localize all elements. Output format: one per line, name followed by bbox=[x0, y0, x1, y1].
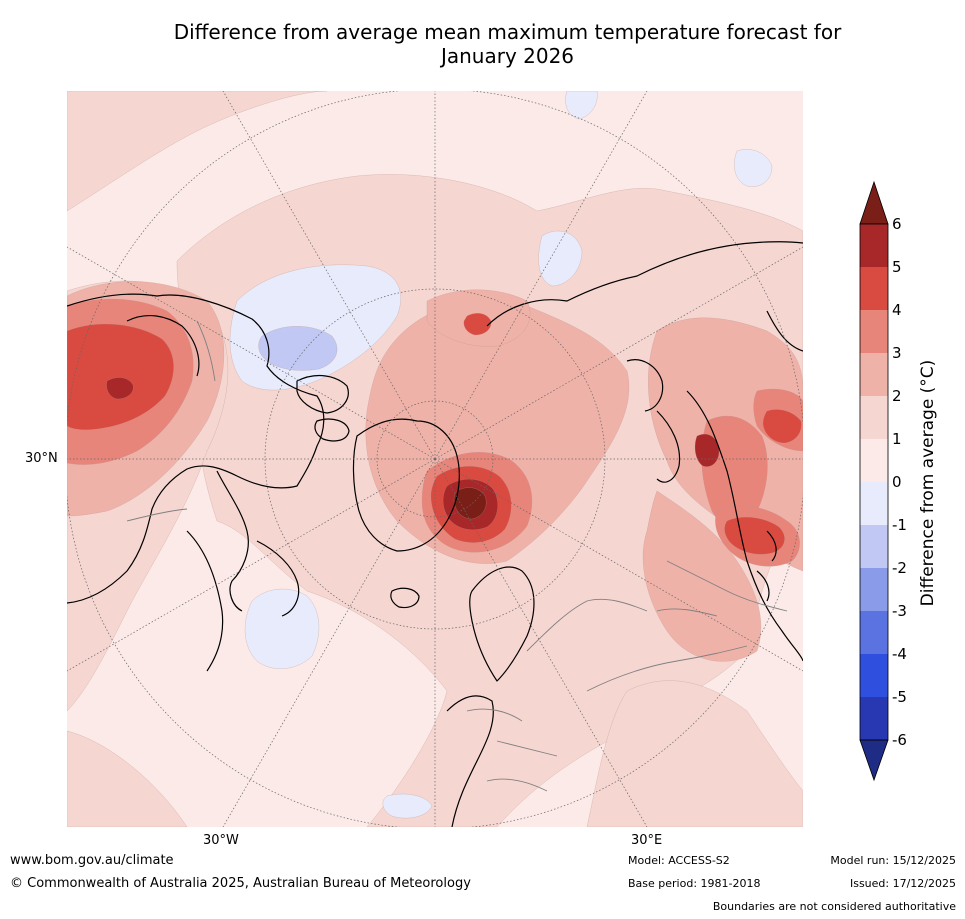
footer-model-run: Model run: 15/12/2025 bbox=[830, 854, 956, 867]
meridian-120w bbox=[67, 246, 436, 460]
border-china bbox=[666, 560, 788, 612]
colorbar-tick-5: 5 bbox=[892, 258, 902, 276]
anomaly-5to6-asia bbox=[694, 433, 720, 467]
colorbar-tick-0: 0 bbox=[892, 473, 902, 491]
anomaly-4to5-siberia bbox=[762, 409, 802, 444]
latitude-circle-60 bbox=[264, 288, 606, 630]
anomaly-0to-1-europe bbox=[382, 793, 433, 819]
siberia-east-coast bbox=[766, 310, 803, 352]
colorbar-tick-minus5: -5 bbox=[892, 688, 907, 706]
eurasia-north-coast bbox=[486, 241, 803, 327]
forecast-map bbox=[67, 91, 803, 827]
arctic-archipelago bbox=[296, 374, 350, 442]
colorbar-bin-0-minus1 bbox=[860, 482, 888, 525]
footer-model: Model: ACCESS-S2 bbox=[628, 854, 730, 867]
asia-east-coast bbox=[686, 390, 803, 662]
colorbar-tick-minus2: -2 bbox=[892, 559, 907, 577]
border-europe bbox=[466, 708, 558, 792]
colorbar-overflow-low bbox=[859, 739, 889, 782]
colorbar-bin-minus3-4 bbox=[860, 611, 888, 654]
country-borders bbox=[126, 320, 788, 792]
anomaly-5to6-pacific bbox=[106, 377, 134, 400]
labrador-coast bbox=[256, 540, 300, 617]
anomaly-contours bbox=[67, 91, 803, 827]
border-russia-south bbox=[586, 645, 748, 692]
colorbar-tick-2: 2 bbox=[892, 387, 902, 405]
border-us-canada bbox=[126, 508, 188, 522]
meridian-30w bbox=[222, 458, 436, 827]
colorbar-tick-minus1: -1 bbox=[892, 516, 907, 534]
colorbar-tick-minus4: -4 bbox=[892, 645, 907, 663]
meridian-30e bbox=[434, 458, 648, 827]
okhotsk-coast bbox=[626, 359, 664, 412]
alaska-coast bbox=[126, 314, 200, 377]
scandinavia-coast bbox=[469, 566, 535, 682]
meridian-150e bbox=[434, 91, 648, 460]
colorbar-bin-3-4 bbox=[860, 310, 888, 353]
anomaly-0to-1-atlantic bbox=[244, 588, 320, 669]
kamchatka-coast bbox=[656, 410, 681, 483]
anomaly-4to5-pacific bbox=[67, 323, 174, 430]
meridian-150w bbox=[222, 91, 436, 460]
colorbar-bin-4-5 bbox=[860, 267, 888, 310]
footer-base-period: Base period: 1981-2018 bbox=[628, 877, 761, 890]
latitude-circle-80 bbox=[376, 400, 494, 518]
colorbar-tick-6: 6 bbox=[892, 215, 902, 233]
hudson-bay-coast bbox=[216, 470, 249, 612]
meridian-60e bbox=[434, 458, 803, 672]
colorbar-tick-1: 1 bbox=[892, 430, 902, 448]
anomaly-minus1to2-north-america bbox=[258, 326, 338, 371]
label-30w: 30°W bbox=[203, 833, 239, 848]
colorbar-bin-2-3 bbox=[860, 353, 888, 396]
meridian-60w bbox=[67, 458, 436, 672]
colorbar-bin-5-6 bbox=[860, 224, 888, 267]
anomaly-over-6-greenland bbox=[453, 487, 487, 520]
colorbar-bin-minus1-2 bbox=[860, 525, 888, 568]
iceland-coast bbox=[390, 587, 420, 609]
label-30e: 30°E bbox=[631, 833, 663, 848]
footer-issued: Issued: 17/12/2025 bbox=[849, 877, 956, 890]
footer-url: www.bom.gov.au/climate bbox=[10, 853, 174, 868]
north-america-south-coast bbox=[186, 530, 224, 672]
border-russia-west bbox=[526, 598, 648, 652]
europe-west-coast bbox=[446, 695, 494, 827]
footer-copyright: © Commonwealth of Australia 2025, Austra… bbox=[10, 876, 471, 891]
colorbar-tick-3: 3 bbox=[892, 344, 902, 362]
colorbar-bin-0-1 bbox=[860, 439, 888, 482]
anomaly-0to-1-top bbox=[565, 91, 598, 120]
footer-disclaimer: Boundaries are not considered authoritat… bbox=[712, 900, 956, 913]
anomaly-1to2-south bbox=[67, 730, 188, 827]
colorbar-tick-4: 4 bbox=[892, 301, 902, 319]
meridian-120e bbox=[434, 246, 803, 460]
anomaly-1to2-east bbox=[586, 680, 803, 827]
colorbar-title: Difference from average (°C) bbox=[918, 359, 938, 607]
colorbar-frame bbox=[859, 223, 889, 741]
colorbar: 6 5 4 3 2 1 0 -1 -2 -3 -4 -5 -6 bbox=[859, 180, 907, 782]
colorbar-bin-minus4-5 bbox=[860, 654, 888, 697]
map-title: Difference from average mean maximum tem… bbox=[60, 20, 955, 68]
japan-coast bbox=[756, 530, 777, 602]
title-line-1: Difference from average mean maximum tem… bbox=[173, 20, 842, 44]
colorbar-overflow-high bbox=[859, 180, 889, 225]
colorbar-bin-1-2 bbox=[860, 396, 888, 439]
colorbar-bin-minus2-3 bbox=[860, 568, 888, 611]
anomaly-1to2-pacific bbox=[67, 91, 328, 212]
colorbar-bin-minus5-6 bbox=[860, 697, 888, 740]
greenland-coast bbox=[352, 418, 460, 552]
anomaly-0to-1-siberia bbox=[734, 149, 773, 187]
colorbar-tick-minus3: -3 bbox=[892, 602, 907, 620]
colorbar-tick-minus6: -6 bbox=[892, 731, 907, 749]
graticule bbox=[67, 91, 803, 827]
anomaly-4to5-north-europe bbox=[463, 313, 492, 336]
label-30n: 30°N bbox=[25, 451, 58, 466]
border-mongolia bbox=[656, 608, 718, 617]
border-alaska bbox=[196, 320, 216, 382]
title-line-2: January 2026 bbox=[440, 44, 575, 68]
anomaly-0to-1-arctic-sea bbox=[538, 230, 583, 287]
